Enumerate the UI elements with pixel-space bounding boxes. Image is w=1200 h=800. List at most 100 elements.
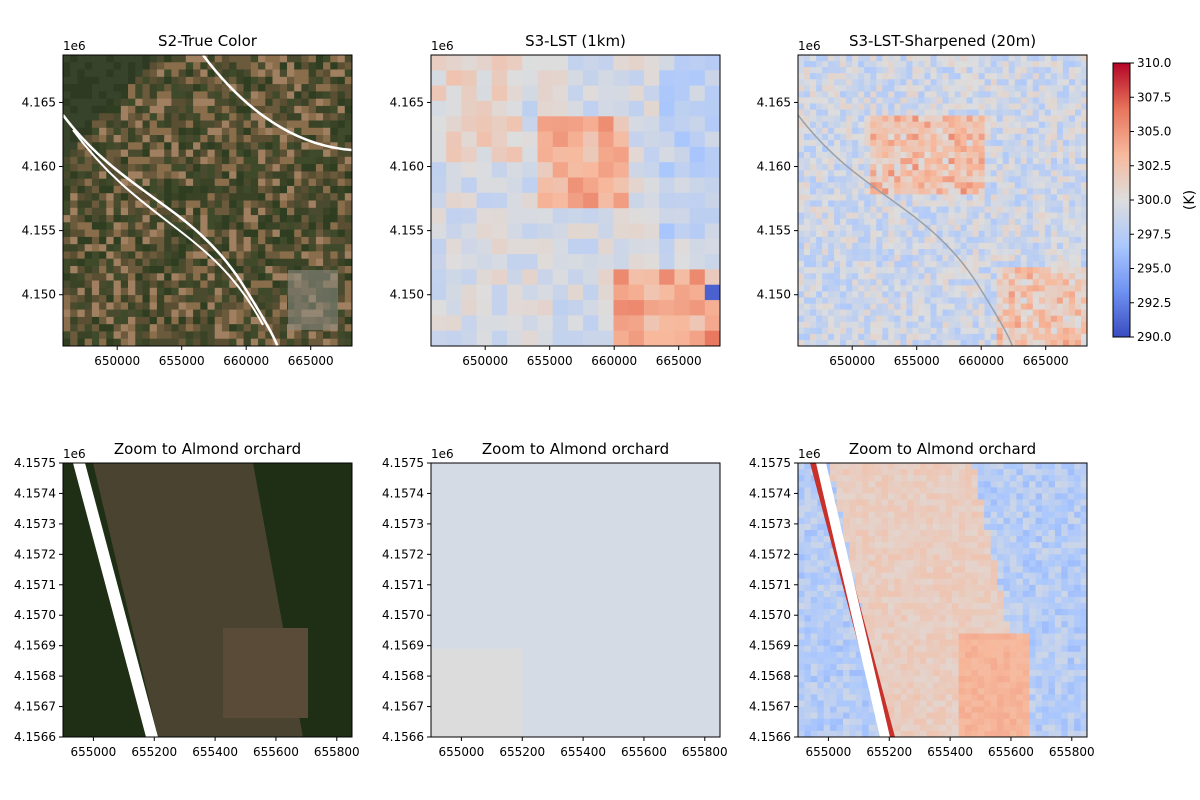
field-cell	[99, 258, 107, 267]
lst-cell	[849, 511, 857, 519]
field-cell	[323, 207, 331, 216]
lst-cell	[948, 218, 955, 226]
field-cell	[84, 91, 93, 100]
lst-cell	[882, 55, 889, 62]
lst-cell	[461, 131, 478, 148]
field-cell	[120, 91, 129, 100]
field-cell	[272, 178, 281, 187]
lst-cell	[870, 145, 877, 153]
lst-cell	[828, 109, 835, 117]
lst-cell	[1002, 67, 1010, 74]
lst-cell	[882, 121, 889, 129]
lst-cell	[954, 170, 961, 177]
lst-cell	[810, 188, 817, 195]
lst-cell	[552, 55, 569, 71]
lst-cell	[1035, 487, 1043, 494]
lst-cell	[888, 97, 895, 104]
field-cell	[279, 215, 288, 223]
lst-cell	[924, 273, 931, 280]
field-cell	[70, 142, 78, 151]
field-cell	[77, 302, 86, 311]
lst-cell	[978, 115, 985, 123]
lst-cell	[1032, 164, 1040, 171]
lst-cell	[828, 242, 835, 250]
field-cell	[193, 55, 201, 63]
lst-cell	[798, 212, 805, 220]
lst-cell	[1008, 236, 1016, 244]
lst-cell	[1056, 200, 1064, 207]
lst-cell	[966, 164, 973, 171]
lst-cell	[552, 131, 569, 148]
lst-cell	[849, 499, 857, 506]
lst-cell	[984, 164, 991, 171]
field-cell	[84, 84, 93, 92]
lst-cell	[1075, 121, 1082, 129]
lst-cell	[942, 285, 949, 292]
lst-cell	[900, 139, 907, 147]
field-cell	[185, 127, 194, 136]
lst-cell	[936, 309, 943, 317]
lst-cell	[948, 194, 955, 201]
y-tick-label: 4.150	[757, 288, 791, 302]
lst-cell	[816, 115, 823, 123]
field-cell	[70, 135, 78, 143]
field-cell	[135, 156, 143, 165]
lst-cell	[972, 230, 979, 238]
lst-cell	[828, 79, 835, 86]
lst-cell	[1044, 55, 1052, 62]
lst-cell	[1044, 236, 1052, 244]
field-cell	[287, 105, 295, 114]
field-cell	[279, 171, 288, 180]
lst-cell	[846, 212, 853, 220]
lst-cell	[1062, 194, 1070, 201]
lst-cell	[930, 85, 937, 92]
field-cell	[272, 55, 281, 63]
lst-cell	[1035, 475, 1043, 482]
lst-cell	[628, 238, 645, 255]
lst-cell	[924, 236, 931, 244]
lst-cell	[858, 230, 865, 238]
lst-cell	[936, 91, 943, 98]
lst-cell	[978, 273, 985, 280]
lst-cell	[906, 164, 913, 171]
lst-cell	[1003, 481, 1011, 488]
field-cell	[193, 171, 201, 180]
lst-cell	[870, 249, 877, 256]
field-cell	[120, 258, 129, 267]
field-cell	[77, 258, 86, 267]
lst-cell	[446, 330, 462, 346]
lst-cell	[1008, 242, 1016, 250]
lst-cell	[952, 463, 959, 470]
lst-cell	[816, 164, 823, 171]
lst-cell	[920, 493, 927, 500]
lst-cell	[858, 224, 865, 232]
lst-cell	[1032, 236, 1040, 244]
lst-cell	[888, 152, 895, 159]
lst-cell	[1038, 321, 1046, 329]
field-cell	[236, 193, 245, 201]
lst-cell	[882, 303, 889, 311]
lst-cell	[858, 249, 865, 256]
lst-cell	[942, 73, 949, 80]
lst-cell	[912, 297, 919, 304]
field-cell	[149, 338, 158, 346]
field-cell	[135, 244, 143, 252]
lst-cell	[840, 170, 847, 177]
lst-cell	[507, 330, 523, 346]
field-cell	[337, 178, 346, 187]
field-cell	[308, 135, 317, 143]
field-cell	[279, 142, 288, 151]
lst-cell	[870, 230, 877, 238]
lst-cell	[522, 192, 538, 209]
lst-cell	[431, 315, 447, 332]
lst-cell	[1068, 273, 1076, 280]
field-cell	[70, 316, 78, 325]
field-cell	[287, 251, 295, 260]
lst-cell	[990, 285, 998, 292]
field-cell	[330, 69, 338, 78]
lst-cell	[918, 261, 925, 268]
lst-cell	[996, 242, 1004, 250]
lst-cell	[852, 297, 859, 304]
lst-cell	[924, 309, 931, 317]
field-cell	[63, 324, 71, 332]
